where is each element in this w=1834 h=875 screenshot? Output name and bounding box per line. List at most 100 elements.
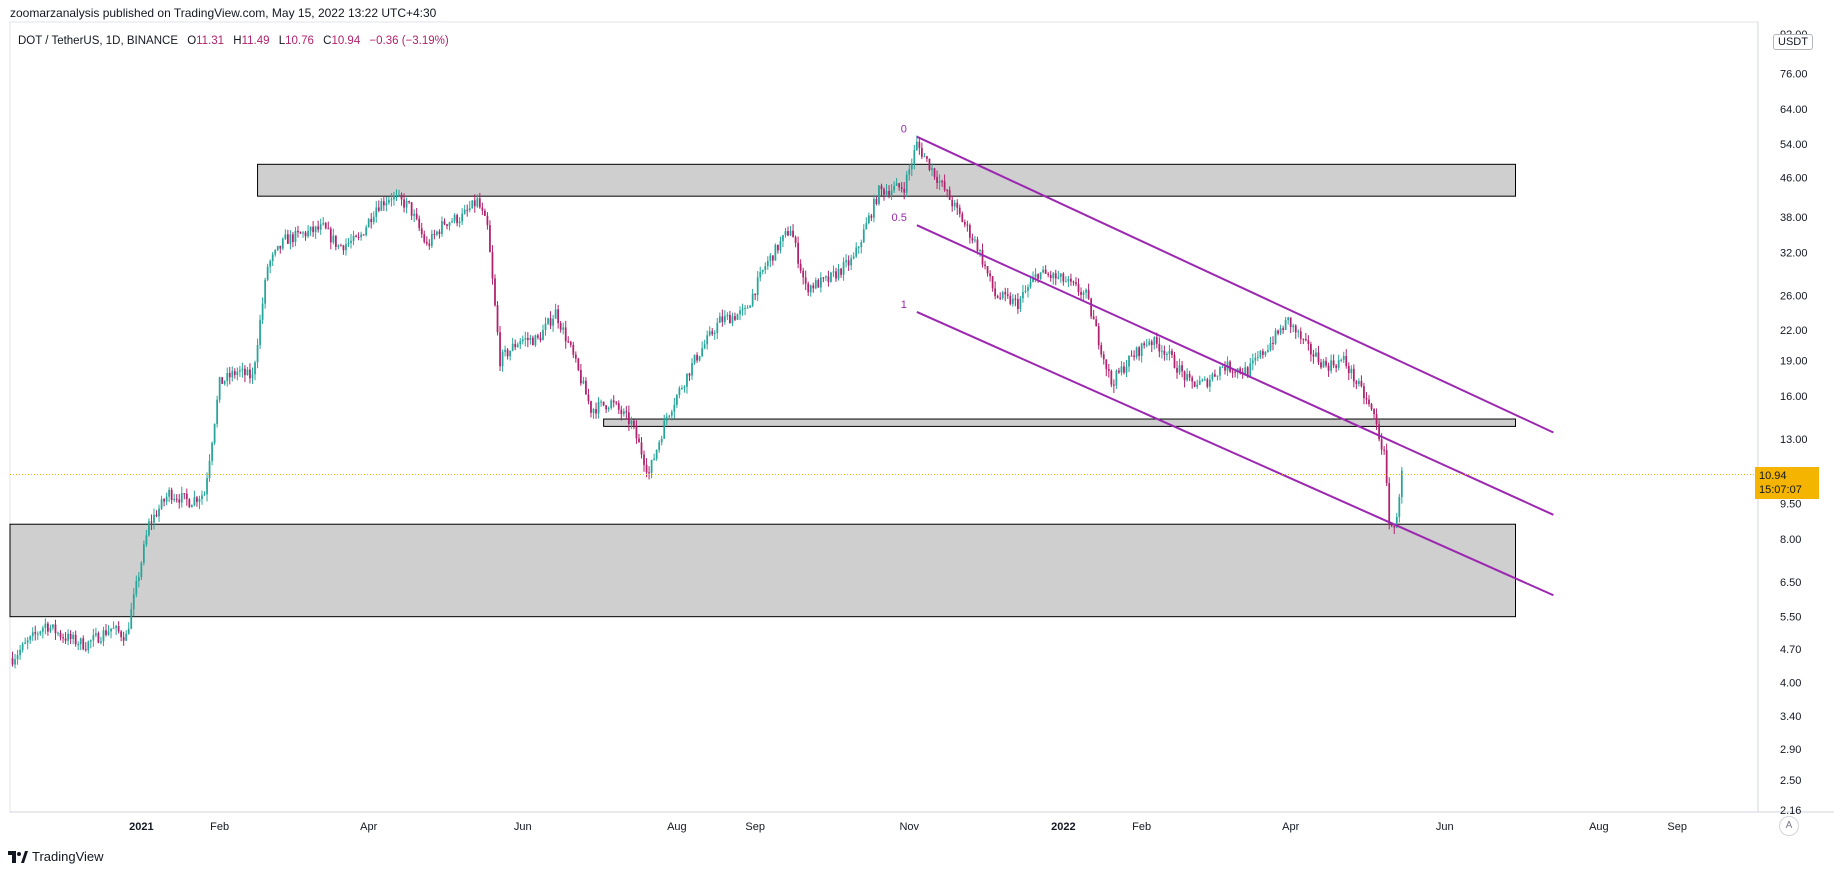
- candle-body: [1112, 384, 1115, 386]
- candle-body: [827, 276, 830, 282]
- y-tick-label: 19.00: [1780, 355, 1808, 367]
- candle-body: [62, 637, 64, 639]
- candle-body: [1320, 362, 1322, 368]
- candle-body: [675, 395, 678, 405]
- candle-body: [1347, 365, 1350, 374]
- candle-body: [29, 636, 32, 641]
- candle-body: [663, 420, 666, 439]
- candle-body: [524, 338, 527, 340]
- candle-body: [946, 190, 949, 192]
- last-price-value: 10.94: [1759, 470, 1787, 482]
- candle-body: [1352, 368, 1355, 382]
- y-tick-label: 2.50: [1780, 775, 1801, 787]
- candle-body: [443, 221, 446, 225]
- candle-body: [557, 309, 560, 324]
- candle-body: [1102, 354, 1105, 360]
- candle-body: [681, 388, 683, 390]
- candle-body: [807, 283, 810, 293]
- channel-line-1: [916, 311, 1554, 597]
- candle-body: [82, 638, 85, 650]
- candle-body: [317, 226, 320, 230]
- open-label: O: [187, 35, 197, 47]
- candle-body: [112, 627, 115, 629]
- candle-body: [216, 399, 219, 424]
- candle-body: [451, 221, 453, 223]
- candle-body: [678, 388, 681, 396]
- candle-body: [537, 335, 539, 338]
- candle-body: [74, 634, 77, 645]
- last-price-badge: 10.94 15:07:07: [1755, 467, 1819, 499]
- candle-body: [107, 631, 110, 635]
- candle-body: [41, 627, 44, 632]
- candle-body: [360, 234, 362, 238]
- y-axis[interactable]: 92.0076.0064.0054.0046.0038.0032.0026.00…: [1780, 29, 1808, 817]
- candle-body: [72, 634, 75, 640]
- currency-label[interactable]: USDT: [1773, 34, 1813, 50]
- candle-body: [630, 420, 633, 425]
- candle-body: [97, 633, 100, 643]
- symbol-legend[interactable]: DOT / TetherUS, 1D, BINANCE O11.31 H11.4…: [18, 35, 449, 47]
- candle-body: [312, 226, 315, 233]
- candle-body: [47, 623, 49, 632]
- x-tick-label: Feb: [210, 821, 229, 833]
- candle-body: [1004, 292, 1007, 295]
- candle-body: [135, 580, 138, 595]
- candle-body: [620, 409, 623, 415]
- candle-body: [1221, 366, 1224, 368]
- candle-body: [223, 380, 226, 384]
- candle-body: [1304, 338, 1307, 341]
- candle-body: [1097, 326, 1100, 346]
- bar-countdown: 15:07:07: [1759, 484, 1802, 496]
- auto-scale-button[interactable]: A: [1779, 816, 1799, 836]
- y-tick-label: 2.16: [1780, 805, 1801, 817]
- candle-body: [784, 231, 787, 236]
- candle-body: [299, 232, 302, 234]
- candle-body: [1360, 381, 1363, 387]
- candle-body: [835, 271, 837, 279]
- candle-body: [943, 181, 946, 191]
- candle-body: [660, 438, 663, 443]
- candle-body: [751, 293, 754, 306]
- close-label: C: [323, 35, 332, 47]
- candle-body: [981, 249, 984, 265]
- candle-body: [190, 504, 193, 508]
- candle-body: [466, 209, 469, 211]
- candle-body: [542, 330, 544, 341]
- candle-body: [294, 230, 297, 242]
- candle-body: [1042, 269, 1045, 273]
- footer-brand[interactable]: TradingView: [8, 849, 104, 864]
- candle-body: [1070, 278, 1072, 282]
- candle-body: [1176, 367, 1178, 373]
- candle-body: [1380, 439, 1383, 450]
- candle-body: [923, 156, 926, 158]
- candle-body: [1345, 356, 1348, 366]
- candle-body: [802, 270, 805, 278]
- candle-body: [1272, 342, 1274, 344]
- x-axis[interactable]: 2021 Feb Apr Jun Aug Sep Nov 2022 Feb Apr Jun Aug Se…: [129, 821, 1687, 833]
- channel-line-0: [916, 135, 1554, 434]
- candle-body: [1208, 379, 1211, 387]
- candle-body: [271, 254, 274, 261]
- candle-body: [251, 374, 254, 379]
- candles-layer: [11, 135, 1403, 669]
- candle-body: [597, 401, 600, 414]
- candle-body: [1100, 345, 1103, 355]
- candle-body: [602, 401, 605, 406]
- candle-body: [991, 276, 994, 289]
- candle-body: [615, 402, 618, 404]
- candle-body: [579, 369, 582, 384]
- candle-body: [1251, 360, 1254, 364]
- channel-level-label: 0.5: [892, 212, 907, 224]
- candle-body: [1315, 352, 1317, 357]
- candle-body: [683, 386, 686, 389]
- candle-body: [254, 362, 256, 375]
- candle-body: [718, 316, 721, 323]
- candle-body: [168, 489, 171, 497]
- candle-body: [423, 234, 426, 242]
- candle-body: [612, 400, 615, 403]
- candle-body: [1246, 367, 1249, 377]
- candle-body: [761, 270, 764, 272]
- candle-body: [175, 498, 178, 500]
- candle-body: [26, 640, 29, 643]
